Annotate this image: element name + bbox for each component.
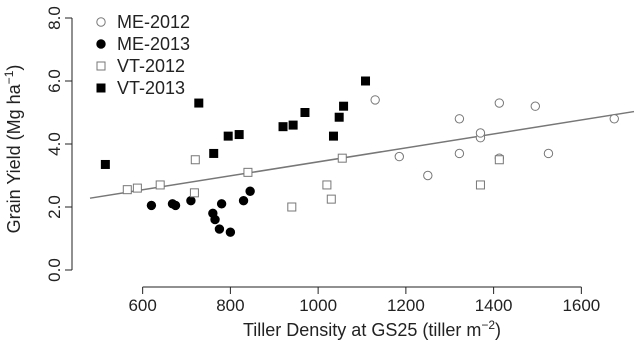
legend-marker [96, 61, 106, 71]
x-axis: 600 800 1000 1200 1400 1600 Tiller Density at… [128, 286, 600, 340]
data-point [337, 153, 347, 163]
y-axis-title: Grain Yield (Mg ha−1) [2, 65, 24, 234]
data-point [543, 148, 554, 159]
y-tick-label: 8.0 [45, 6, 64, 30]
data-point [225, 227, 236, 237]
data-points [100, 76, 619, 237]
data-point [194, 98, 204, 108]
legend-label: ME-2013 [117, 34, 190, 54]
data-point [361, 76, 371, 86]
data-point [146, 200, 157, 211]
series-me-2012 [370, 95, 619, 181]
x-tick-label: 1200 [387, 296, 425, 315]
data-point [609, 114, 619, 124]
data-point [394, 151, 404, 162]
data-point [170, 200, 181, 211]
data-point [287, 202, 297, 212]
data-point [328, 131, 338, 141]
data-point [214, 224, 225, 234]
data-point [370, 95, 380, 105]
y-tick-label: 0.0 [45, 258, 64, 282]
data-point [339, 101, 349, 111]
data-point [494, 98, 505, 108]
series-me-2013 [146, 186, 255, 237]
series-vt-2013 [100, 76, 371, 169]
legend-marker [96, 83, 106, 93]
x-axis-title: Tiller Density at GS25 (tiller m−2) [243, 318, 501, 340]
data-point [210, 214, 220, 225]
data-point [155, 180, 165, 190]
y-tick-label: 2.0 [45, 195, 64, 219]
data-point [223, 131, 233, 141]
legend-label: VT-2013 [117, 78, 185, 98]
data-point [334, 112, 344, 122]
data-point [454, 148, 465, 159]
data-point [322, 180, 332, 190]
x-tick-label: 1400 [475, 296, 513, 315]
legend-label: ME-2012 [117, 12, 190, 32]
data-point [100, 159, 110, 169]
data-point [494, 155, 504, 165]
x-tick-label: 800 [216, 296, 244, 315]
legend-item: ME-2013 [96, 34, 190, 54]
legend-label: VT-2012 [117, 56, 185, 76]
data-point [278, 122, 288, 132]
data-point [189, 188, 199, 198]
data-point [423, 170, 433, 181]
x-tick-label: 1000 [299, 296, 337, 315]
data-point [234, 130, 244, 140]
data-point [475, 128, 486, 138]
data-point [209, 148, 219, 158]
legend-marker [96, 17, 106, 27]
data-point [186, 196, 196, 206]
data-point [326, 194, 336, 204]
legend-item: VT-2012 [96, 56, 185, 76]
legend-marker [96, 39, 106, 49]
data-point [245, 186, 255, 196]
data-point [243, 167, 253, 177]
data-point [475, 180, 485, 190]
y-tick-label: 4.0 [45, 132, 64, 156]
data-point [216, 199, 227, 209]
series-vt-2012 [122, 153, 504, 212]
data-point [132, 183, 142, 193]
trend-line [89, 110, 635, 199]
data-point [288, 120, 298, 130]
data-point [238, 196, 249, 206]
legend-item: ME-2012 [96, 12, 190, 32]
data-point [190, 155, 200, 165]
y-axis: 0.0 2.0 4.0 6.0 8.0 Grain Yield (Mg ha−1) [2, 6, 73, 282]
x-tick-label: 1600 [562, 296, 600, 315]
y-tick-label: 6.0 [45, 69, 64, 93]
legend-item: VT-2013 [96, 78, 185, 98]
data-point [454, 114, 465, 124]
data-point [122, 185, 132, 195]
x-tick-label: 600 [128, 296, 156, 315]
data-point [300, 108, 310, 117]
data-point [530, 101, 540, 111]
